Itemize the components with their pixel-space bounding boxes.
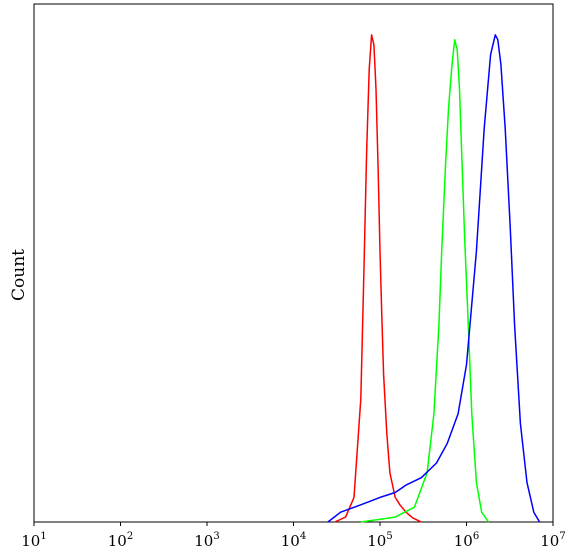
x-tick-label-exponent: 7 <box>559 531 565 542</box>
series-line-1 <box>334 34 422 523</box>
series-layer <box>327 34 541 523</box>
x-tick-label: 107 <box>540 531 565 550</box>
x-tick-label-base: 10 <box>367 532 386 550</box>
x-tick-label: 101 <box>21 531 46 550</box>
x-tick-label-exponent: 4 <box>300 531 306 542</box>
x-tick-label-base: 10 <box>21 532 40 550</box>
series-line-3 <box>327 34 541 523</box>
x-tick-label-exponent: 2 <box>127 531 133 542</box>
x-tick-label-base: 10 <box>281 532 300 550</box>
x-tick-label-exponent: 6 <box>473 531 479 542</box>
x-tick-label-exponent: 5 <box>386 531 392 542</box>
x-tick-label: 105 <box>367 531 392 550</box>
plot-frame <box>33 3 554 523</box>
x-tick-layer: 101 102 103 104 105 106 107 <box>21 522 566 550</box>
x-tick-label-exponent: 3 <box>213 531 219 542</box>
x-tick-label: 102 <box>108 531 133 550</box>
x-tick-label-base: 10 <box>540 532 559 550</box>
y-axis-label: Count <box>9 249 29 301</box>
x-tick-label-base: 10 <box>108 532 127 550</box>
series-line-2 <box>360 39 490 523</box>
x-tick-label-base: 10 <box>194 532 213 550</box>
x-tick-label-exponent: 1 <box>40 531 46 542</box>
x-tick-label: 106 <box>454 531 479 550</box>
x-tick-label: 104 <box>281 531 306 550</box>
x-tick-label-base: 10 <box>454 532 473 550</box>
x-tick-label: 103 <box>194 531 219 550</box>
